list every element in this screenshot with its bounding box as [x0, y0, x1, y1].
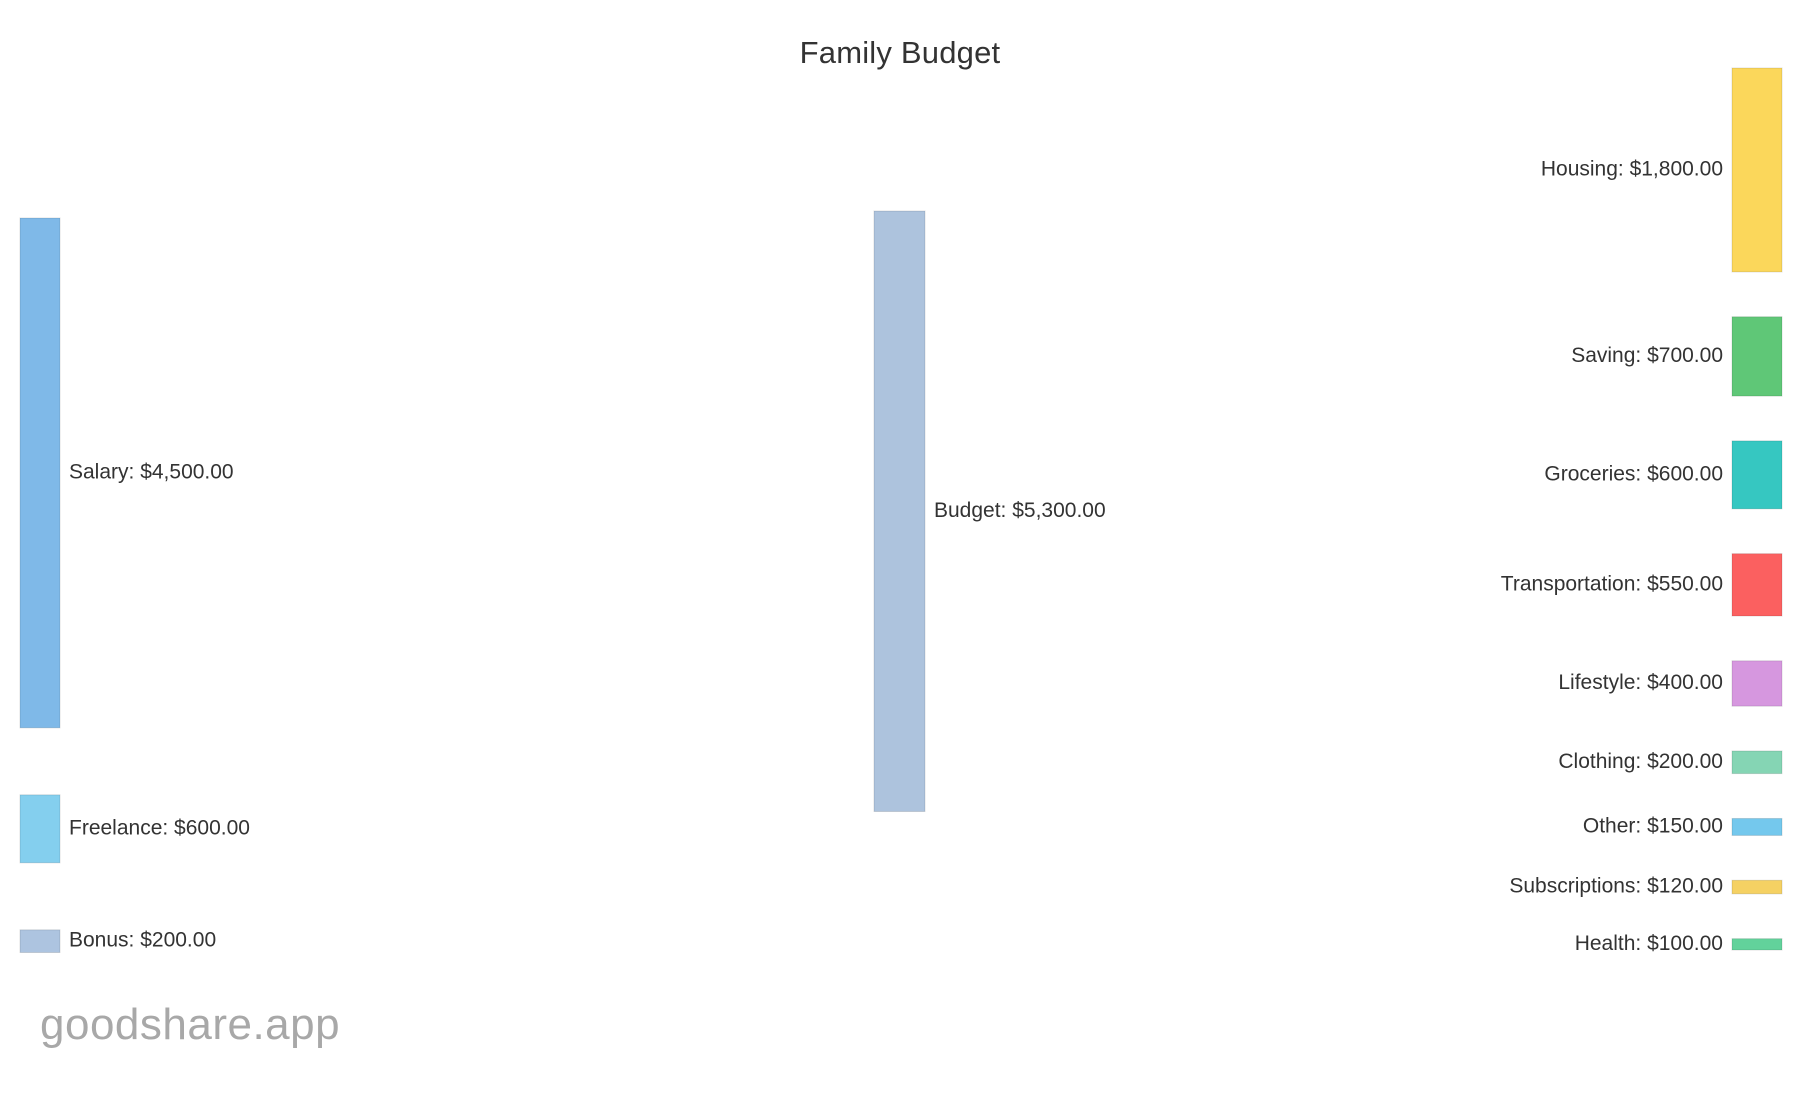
sankey-node-label-transportation: Transportation: $550.00	[1501, 572, 1723, 595]
sankey-node-groceries[interactable]	[1731, 440, 1783, 510]
sankey-node-label-other: Other: $150.00	[1583, 814, 1723, 837]
sankey-node-label-housing: Housing: $1,800.00	[1541, 158, 1723, 181]
sankey-node-label-health: Health: $100.00	[1575, 932, 1723, 955]
sankey-node-label-groceries: Groceries: $600.00	[1544, 462, 1723, 485]
sankey-node-label-subscriptions: Subscriptions: $120.00	[1509, 875, 1723, 898]
sankey-node-lifestyle[interactable]	[1731, 660, 1783, 707]
sankey-labels-layer: Salary: $4,500.00 Freelance: $600.00 Bonus…	[67, 156, 1725, 957]
watermark-goodshare: goodshare.app	[40, 1000, 341, 1049]
page-title: Family Budget	[799, 35, 1001, 70]
sankey-node-subscriptions[interactable]	[1731, 879, 1783, 895]
sankey-link-freelance-to-budget[interactable]	[60, 721, 874, 863]
sankey-node-budget[interactable]	[873, 210, 926, 812]
sankey-node-saving[interactable]	[1731, 316, 1783, 397]
sankey-node-freelance[interactable]	[19, 794, 61, 864]
sankey-node-other[interactable]	[1731, 817, 1783, 836]
sankey-node-salary[interactable]	[19, 217, 61, 729]
sankey-node-health[interactable]	[1731, 938, 1783, 951]
sankey-node-label-lifestyle: Lifestyle: $400.00	[1558, 671, 1723, 694]
sankey-node-label-salary: Salary: $4,500.00	[69, 460, 234, 483]
sankey-node-bonus[interactable]	[19, 929, 61, 953]
sankey-node-label-budget: Budget: $5,300.00	[934, 499, 1106, 522]
sankey-node-transportation[interactable]	[1731, 553, 1783, 617]
sankey-node-label-bonus: Bonus: $200.00	[69, 929, 216, 952]
sankey-node-label-clothing: Clothing: $200.00	[1558, 750, 1723, 773]
sankey-node-housing[interactable]	[1731, 67, 1783, 273]
sankey-node-clothing[interactable]	[1731, 750, 1783, 775]
sankey-node-label-saving: Saving: $700.00	[1571, 344, 1723, 367]
sankey-node-label-freelance: Freelance: $600.00	[69, 816, 250, 839]
sankey-nodes-layer	[19, 67, 1783, 953]
sankey-link-budget-to-subscriptions[interactable]	[925, 710, 1732, 894]
